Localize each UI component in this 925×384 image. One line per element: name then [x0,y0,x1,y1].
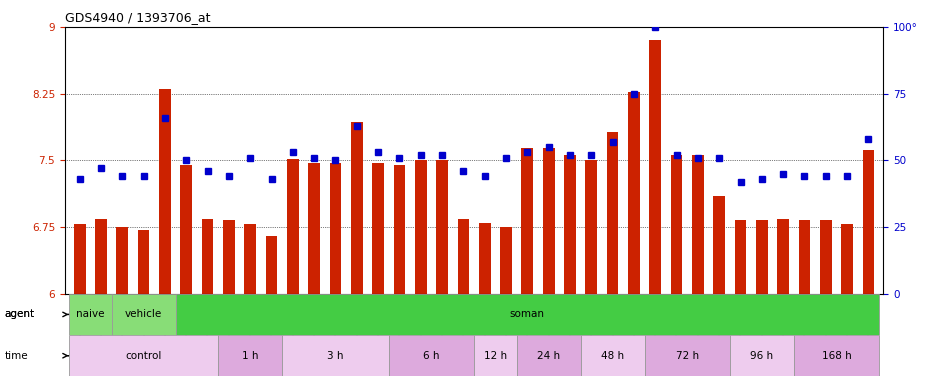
Text: soman: soman [510,310,545,319]
Bar [372,163,384,294]
Bar [777,219,789,294]
Bar [308,163,320,294]
Text: naive: naive [76,310,105,319]
Bar [517,335,581,376]
Bar [713,196,725,294]
Bar [69,294,112,335]
Text: 24 h: 24 h [537,351,561,361]
Bar [734,220,746,294]
Text: 168 h: 168 h [821,351,851,361]
Bar [671,155,683,294]
Bar [351,122,363,294]
Bar [437,161,448,294]
Bar [218,335,282,376]
Bar [543,148,555,294]
Bar [282,335,388,376]
Bar [176,294,879,335]
Bar [393,165,405,294]
Bar [841,224,853,294]
Bar [474,335,517,376]
Bar [479,223,490,294]
Bar [628,92,640,294]
Bar [112,294,176,335]
Text: 1 h: 1 h [242,351,258,361]
Bar [244,224,256,294]
Bar [820,220,832,294]
Bar [138,230,150,294]
Text: 12 h: 12 h [484,351,507,361]
Bar [458,219,469,294]
Bar [756,220,768,294]
Text: 3 h: 3 h [327,351,344,361]
Text: 48 h: 48 h [601,351,624,361]
Text: vehicle: vehicle [125,310,162,319]
Bar [522,148,533,294]
Text: agent: agent [5,310,35,319]
Bar [202,219,214,294]
Bar [388,335,474,376]
Bar [586,161,598,294]
Bar [287,159,299,294]
Bar [794,335,879,376]
Text: GDS4940 / 1393706_at: GDS4940 / 1393706_at [65,11,210,24]
Bar [863,150,874,294]
Bar [607,132,619,294]
Bar [798,220,810,294]
Bar [329,163,341,294]
Bar [74,224,85,294]
Bar [265,236,278,294]
Bar [730,335,794,376]
Bar [117,227,129,294]
Bar [692,155,704,294]
Bar [500,227,512,294]
Text: 6 h: 6 h [423,351,439,361]
Text: agent: agent [5,310,35,319]
Text: time: time [5,351,29,361]
Bar [180,165,192,294]
Bar [415,161,426,294]
Bar [581,335,645,376]
Bar [69,335,218,376]
Bar [564,155,576,294]
Bar [645,335,730,376]
Text: control: control [126,351,162,361]
Bar [223,220,235,294]
Bar [95,219,107,294]
Text: 72 h: 72 h [675,351,698,361]
Text: 96 h: 96 h [750,351,773,361]
Bar [159,89,171,294]
Bar [649,40,661,294]
